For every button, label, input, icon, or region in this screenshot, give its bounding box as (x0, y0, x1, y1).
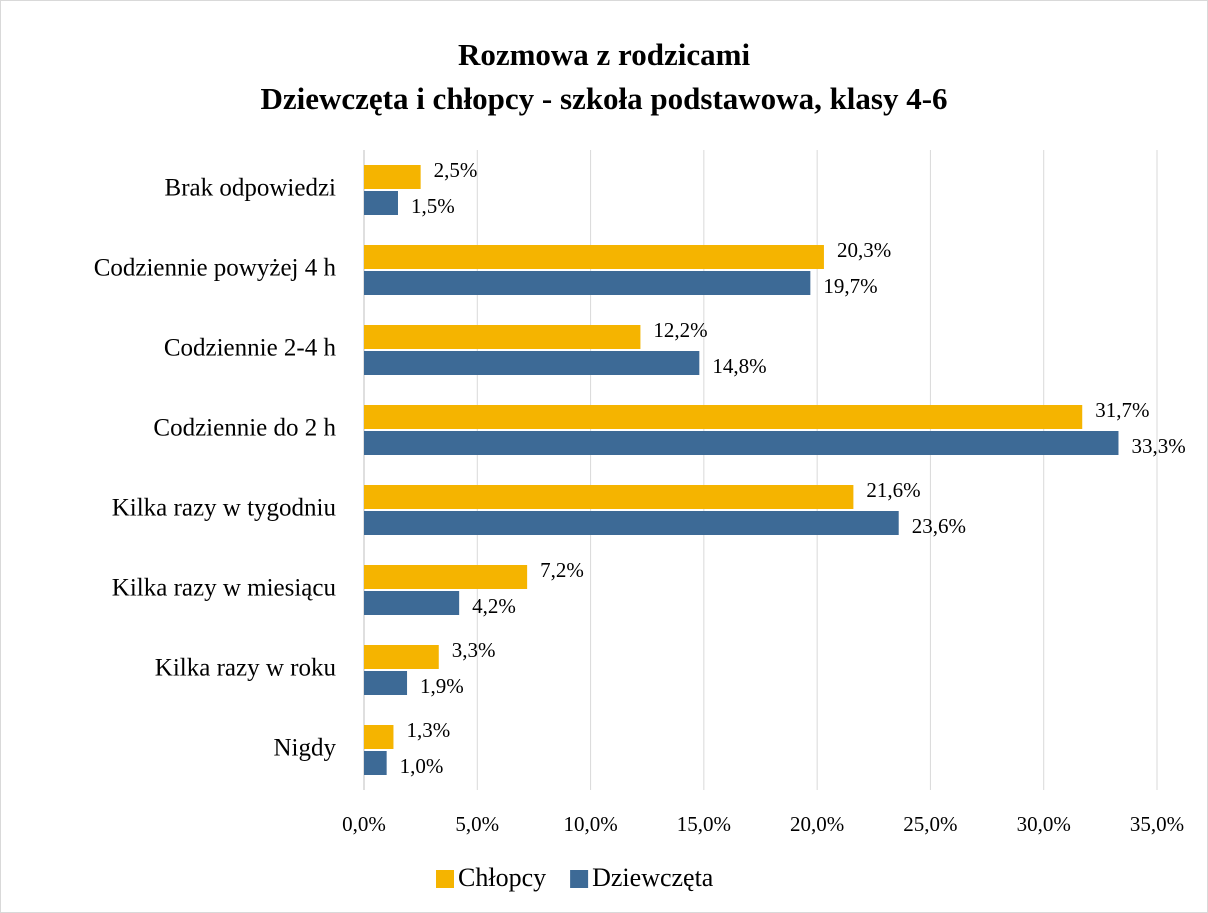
y-tick-label: Kilka razy w roku (155, 655, 337, 682)
bar (364, 591, 460, 615)
bar (364, 245, 824, 269)
bar (364, 751, 387, 775)
value-label: 3,3% (452, 638, 496, 662)
value-label: 19,7% (823, 274, 877, 298)
bar (364, 165, 421, 189)
x-tick-label: 15,0% (677, 812, 731, 836)
y-tick-label: Kilka razy w miesiącu (112, 575, 337, 602)
bar (364, 671, 408, 695)
bar (364, 431, 1119, 455)
x-tick-label: 0,0% (342, 812, 386, 836)
y-tick-label: Codziennie 2-4 h (164, 335, 337, 362)
bar (364, 725, 394, 749)
bar (364, 271, 811, 295)
legend-swatch (436, 870, 454, 888)
bar (364, 645, 439, 669)
bar (364, 191, 398, 215)
legend-swatch (570, 870, 589, 888)
value-label: 1,9% (420, 674, 464, 698)
bar (364, 351, 700, 375)
value-label: 31,7% (1095, 398, 1149, 422)
value-label: 23,6% (912, 514, 966, 538)
x-tick-label: 20,0% (790, 812, 844, 836)
value-label: 1,5% (411, 194, 455, 218)
bar (364, 511, 899, 535)
y-tick-label: Kilka razy w tygodniu (112, 495, 337, 522)
value-label: 14,8% (712, 354, 766, 378)
value-label: 4,2% (472, 594, 516, 618)
y-tick-label: Codziennie do 2 h (153, 415, 336, 442)
legend-label: Chłopcy (458, 863, 546, 892)
value-label: 12,2% (653, 318, 707, 342)
bar (364, 325, 641, 349)
x-tick-label: 35,0% (1130, 812, 1184, 836)
x-tick-label: 5,0% (455, 812, 499, 836)
value-label: 20,3% (837, 238, 891, 262)
value-label: 33,3% (1131, 434, 1185, 458)
value-label: 21,6% (866, 478, 920, 502)
legend-label: Dziewczęta (592, 863, 714, 892)
x-tick-label: 25,0% (903, 812, 957, 836)
value-label: 1,0% (400, 754, 444, 778)
x-tick-label: 30,0% (1017, 812, 1071, 836)
y-tick-label: Brak odpowiedzi (165, 175, 337, 202)
x-tick-label: 10,0% (563, 812, 617, 836)
bar (364, 565, 528, 589)
y-tick-label: Nigdy (274, 735, 337, 762)
chart-title: Rozmowa z rodzicami (458, 37, 751, 72)
y-tick-label: Codziennie powyżej 4 h (94, 255, 337, 282)
value-label: 7,2% (540, 558, 584, 582)
value-label: 1,3% (406, 718, 450, 742)
bar (364, 405, 1083, 429)
chart-subtitle: Dziewczęta i chłopcy - szkoła podstawowa… (260, 81, 947, 116)
value-label: 2,5% (434, 158, 478, 182)
bar (364, 485, 854, 509)
